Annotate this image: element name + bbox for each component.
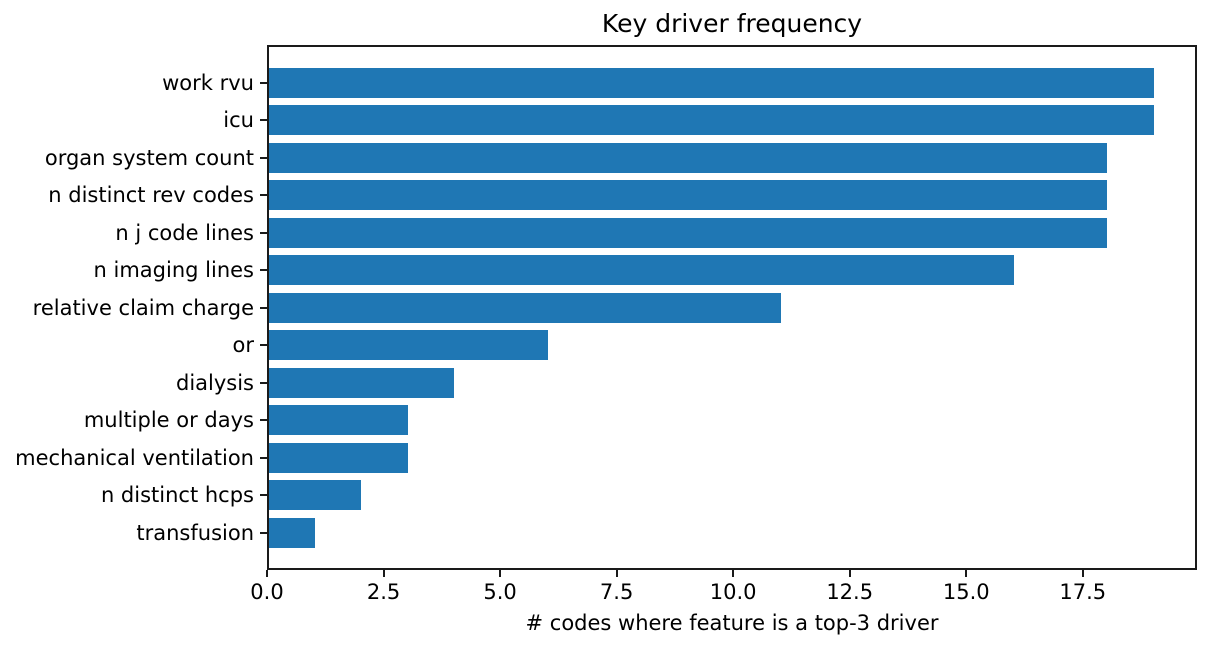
y-tick-label: icu — [223, 108, 254, 132]
y-tick-label: relative claim charge — [32, 295, 254, 320]
x-tick-mark — [615, 570, 618, 577]
plot-area — [267, 45, 1197, 570]
bar-icu — [268, 105, 1154, 135]
x-tick-mark — [732, 570, 735, 577]
bar-n-distinct-hcps — [268, 480, 362, 510]
bar-n-distinct-rev-codes — [268, 180, 1108, 210]
y-tick-label: mechanical ventilation — [15, 445, 254, 470]
bar-organ-system-count — [268, 142, 1108, 173]
y-tick-mark — [260, 119, 267, 121]
x-tick-label: 5.0 — [483, 580, 517, 604]
y-tick-label: dialysis — [175, 370, 254, 395]
y-tick-label: or — [232, 333, 254, 357]
x-tick-mark — [1081, 570, 1084, 577]
y-tick-mark — [260, 494, 267, 496]
x-tick-mark — [848, 570, 851, 577]
y-tick-mark — [260, 156, 267, 159]
y-tick-mark — [260, 269, 267, 271]
bar-mechanical-ventilation — [268, 442, 408, 473]
y-tick-label: work rvu — [162, 70, 254, 95]
bar-multiple-or-days — [268, 405, 408, 435]
y-tick-mark — [260, 231, 267, 234]
chart-title: Key driver frequency — [601, 9, 863, 38]
y-tick-mark — [260, 419, 267, 421]
x-tick-label: 2.5 — [366, 580, 401, 604]
x-tick-mark — [499, 570, 502, 577]
y-tick-mark — [260, 81, 267, 84]
bar-or — [268, 330, 548, 360]
x-tick-mark — [382, 570, 385, 577]
x-tick-mark — [266, 570, 268, 577]
x-tick-mark — [965, 570, 968, 577]
y-tick-label: n imaging lines — [93, 258, 254, 282]
y-tick-mark — [260, 381, 267, 384]
x-axis-label: # codes where feature is a top-3 driver — [525, 611, 939, 635]
y-tick-mark — [260, 194, 267, 196]
x-tick-label: 15.0 — [942, 580, 990, 604]
y-tick-label: n distinct rev codes — [48, 183, 254, 207]
y-tick-label: n j code lines — [115, 220, 254, 245]
y-tick-label: transfusion — [136, 520, 254, 545]
x-tick-label: 12.5 — [826, 580, 874, 604]
bar-transfusion — [268, 517, 315, 548]
bar-work-rvu — [268, 67, 1154, 98]
y-tick-label: organ system count — [44, 145, 254, 170]
y-tick-mark — [260, 456, 267, 459]
bar-n-j-code-lines — [268, 217, 1108, 248]
y-tick-mark — [260, 344, 267, 346]
x-tick-label: 0.0 — [250, 580, 284, 604]
y-tick-label: multiple or days — [83, 408, 254, 432]
y-tick-mark — [260, 306, 267, 309]
x-tick-label: 17.5 — [1059, 580, 1107, 604]
y-tick-label: n distinct hcps — [100, 483, 254, 507]
bar-n-imaging-lines — [268, 255, 1014, 285]
y-tick-mark — [260, 531, 267, 534]
bar-dialysis — [268, 367, 455, 398]
x-tick-label: 10.0 — [709, 580, 757, 604]
bar-relative-claim-charge — [268, 292, 781, 323]
x-tick-label: 7.5 — [599, 580, 634, 604]
